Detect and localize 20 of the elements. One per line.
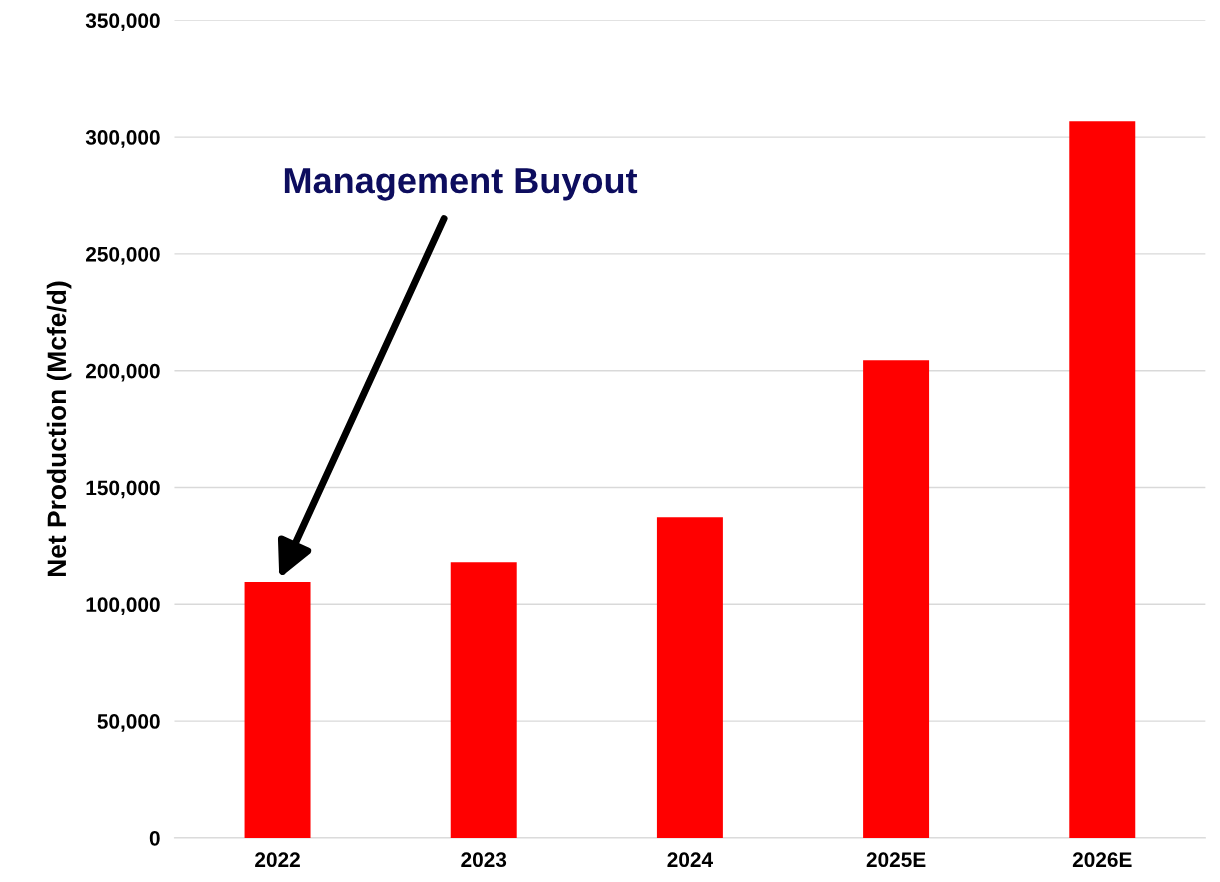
y-tick-label: 0: [149, 830, 160, 846]
x-tick-label: 2025E: [866, 852, 926, 868]
bar: [244, 582, 311, 838]
y-tick-label: 50,000: [97, 714, 160, 732]
x-tick-label: 2024: [667, 852, 713, 868]
y-tick-label: 300,000: [85, 130, 160, 148]
x-tick-label: 2023: [461, 852, 507, 868]
bar: [656, 517, 723, 838]
annotation: Management Buyout: [284, 168, 638, 201]
bar: [1069, 121, 1136, 838]
y-tick-label: 200,000: [85, 363, 160, 382]
y-axis-title: Net Production (Mcfe/d): [46, 281, 72, 577]
bar: [863, 360, 930, 838]
y-tick-label: 150,000: [86, 480, 160, 499]
y-tick-label: 350,000: [85, 13, 160, 32]
y-tick-label: 100,000: [86, 597, 160, 616]
bar: [450, 562, 517, 838]
y-tick-label: 250,000: [85, 246, 160, 265]
x-tick-label: 2026E: [1072, 852, 1132, 868]
x-tick-label: 2022: [255, 852, 300, 868]
